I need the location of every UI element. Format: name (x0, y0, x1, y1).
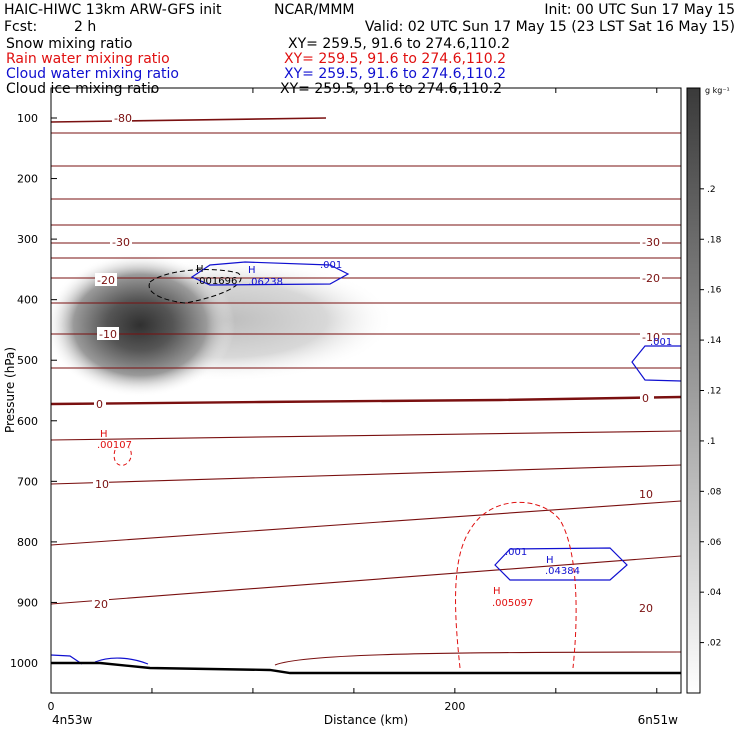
colorbar-tick-label: .2 (707, 185, 716, 195)
forecast-value: 2 h (74, 19, 96, 35)
cloudwater-right-label: .001 (650, 337, 672, 348)
legend-rain-xy: XY= 259.5, 91.6 to 274.6,110.2 (284, 51, 506, 67)
plot-contents (51, 117, 681, 675)
rain-max-h: H (100, 429, 108, 440)
legend-cloudwater-label: Cloud water mixing ratio (6, 66, 179, 82)
rain-max-value: .00107 (97, 440, 132, 451)
cloudwater-contour-label: .001 (320, 260, 342, 271)
temp-label-right-20: 20 (639, 602, 653, 615)
temp-label-right-10: 10 (639, 488, 653, 501)
rain-lower-h: H (493, 586, 501, 597)
y-tick-label: 1000 (10, 657, 38, 670)
colorbar: g kg⁻¹ .2 .18 .16 .14 .12 .1 .08 .06 .04 .02 (686, 86, 730, 694)
temp-label-right-minus10: -10 (642, 331, 660, 344)
temp-label-10: 10 (95, 478, 109, 491)
cloudwater-contour-upper (190, 261, 350, 286)
colorbar-tick-label: .04 (707, 588, 722, 598)
isotherms (51, 117, 681, 666)
legend-snow-label: Snow mixing ratio (6, 36, 132, 52)
x-axis: 0 200 (48, 88, 658, 713)
colorbar-ticks: .2 .18 .16 .14 .12 .1 .08 .06 .04 .02 (700, 185, 722, 649)
colorbar-tick-label: .12 (707, 387, 721, 397)
x-axis-label: Distance (km) (324, 713, 408, 727)
y-tick-label: 100 (17, 112, 38, 125)
temp-label-minus10: -10 (99, 328, 117, 341)
temp-label-minus20: -20 (97, 274, 115, 287)
temp-label-right-zero: 0 (642, 392, 649, 405)
cloudwater-lower-value: .04384 (545, 566, 580, 577)
colorbar-tick-label: .08 (707, 487, 722, 497)
legend-cloudice-label: Cloud ice mixing ratio (6, 81, 159, 97)
colorbar-tick-label: .1 (707, 437, 716, 447)
cloudwater-lower-label: .001 (505, 547, 527, 558)
temp-label-20: 20 (94, 598, 108, 611)
x-tick-label: 200 (444, 700, 465, 713)
y-tick-label: 900 (17, 596, 38, 609)
colorbar-tick-label: .18 (707, 235, 722, 245)
temp-labels-right: -30 -20 -10 0 10 20 (637, 235, 662, 615)
valid-time: Valid: 02 UTC Sun 17 May 15 (23 LST Sat … (365, 19, 735, 35)
plot-frame (50, 87, 682, 694)
y-tick-label: 600 (17, 415, 38, 428)
annotations: H .001696 H .06238 .001 .001 H .00107 .0… (97, 260, 672, 609)
colorbar-ramp (686, 87, 701, 694)
rain-lower-value: .005097 (492, 598, 533, 609)
y-tick-label: 500 (17, 354, 38, 367)
colorbar-tick-label: .06 (707, 538, 722, 548)
colorbar-tick-label: .14 (707, 336, 722, 346)
temp-label-right-minus20: -20 (642, 272, 660, 285)
rain-contour-large (455, 501, 577, 669)
colorbar-unit: g kg⁻¹ (705, 86, 730, 95)
legend-cloudice-xy: XY= 259.5, 91.6 to 274.6,110.2 (280, 81, 502, 97)
legend-rain-label: Rain water mixing ratio (6, 51, 170, 67)
cloudwater-lower-h: H (546, 555, 554, 566)
y-tick-label: 400 (17, 294, 38, 307)
temp-label-right-minus30: -30 (642, 236, 660, 249)
cloudwater-max-h: H (248, 265, 256, 276)
x-right-endpoint: 6n51w (638, 713, 679, 727)
y-axis: 100 200 300 400 500 600 700 800 900 1000 (10, 112, 57, 670)
shading-main (51, 253, 235, 397)
temp-label-minus30: -30 (112, 236, 130, 249)
model-center: NCAR/MMM (274, 2, 355, 18)
y-tick-label: 200 (17, 173, 38, 186)
legend-snow-xy: XY= 259.5, 91.6 to 274.6,110.2 (288, 36, 510, 52)
cloudwater-contour-lower (494, 547, 628, 581)
figure-title: HAIC-HIWC 13km ARW-GFS init (4, 2, 222, 18)
cloudwater-max-value: .06238 (248, 277, 283, 288)
colorbar-tick-label: .16 (707, 286, 722, 296)
x-left-endpoint: 4n53w (52, 713, 93, 727)
snow-max-h: H (196, 264, 204, 275)
y-tick-label: 700 (17, 475, 38, 488)
y-axis-label: Pressure (hPa) (3, 347, 17, 433)
cloudwater-contour-right (631, 345, 681, 382)
terrain-line (51, 661, 681, 675)
legend: Snow mixing ratio XY= 259.5, 91.6 to 274… (6, 36, 510, 97)
init-time: Init: 00 UTC Sun 17 May 15 (544, 2, 735, 18)
rain-contour-small (113, 447, 132, 466)
temp-labels: -80 -30 -20 -10 0 10 20 (92, 112, 132, 611)
y-tick-label: 300 (17, 233, 38, 246)
cloudwater-contour-surface (51, 654, 149, 665)
snow-contour (148, 269, 242, 304)
temp-label-zero: 0 (96, 398, 103, 411)
x-tick-label: 0 (48, 700, 55, 713)
temp-label-minus80: -80 (114, 112, 132, 125)
colorbar-tick-label: .02 (707, 639, 721, 649)
snow-max-value: .001696 (196, 276, 237, 287)
forecast-label: Fcst: (4, 19, 37, 35)
y-tick-label: 800 (17, 536, 38, 549)
legend-cloudwater-xy: XY= 259.5, 91.6 to 274.6,110.2 (284, 66, 506, 82)
